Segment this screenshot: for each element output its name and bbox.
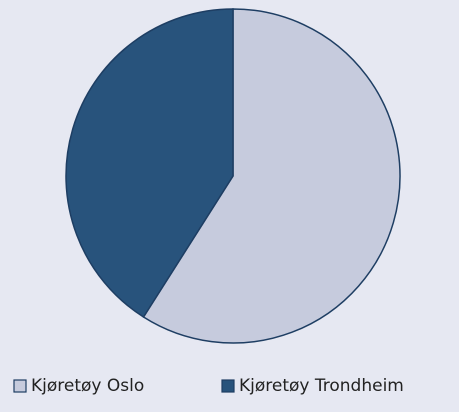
legend-swatch bbox=[13, 379, 27, 393]
pie-slice bbox=[65, 8, 234, 319]
legend-swatch bbox=[221, 379, 235, 393]
pie-slice bbox=[142, 8, 401, 344]
legend-label: Kjøretøy Oslo bbox=[31, 376, 144, 396]
legend-label: Kjøretøy Trondheim bbox=[239, 376, 404, 396]
